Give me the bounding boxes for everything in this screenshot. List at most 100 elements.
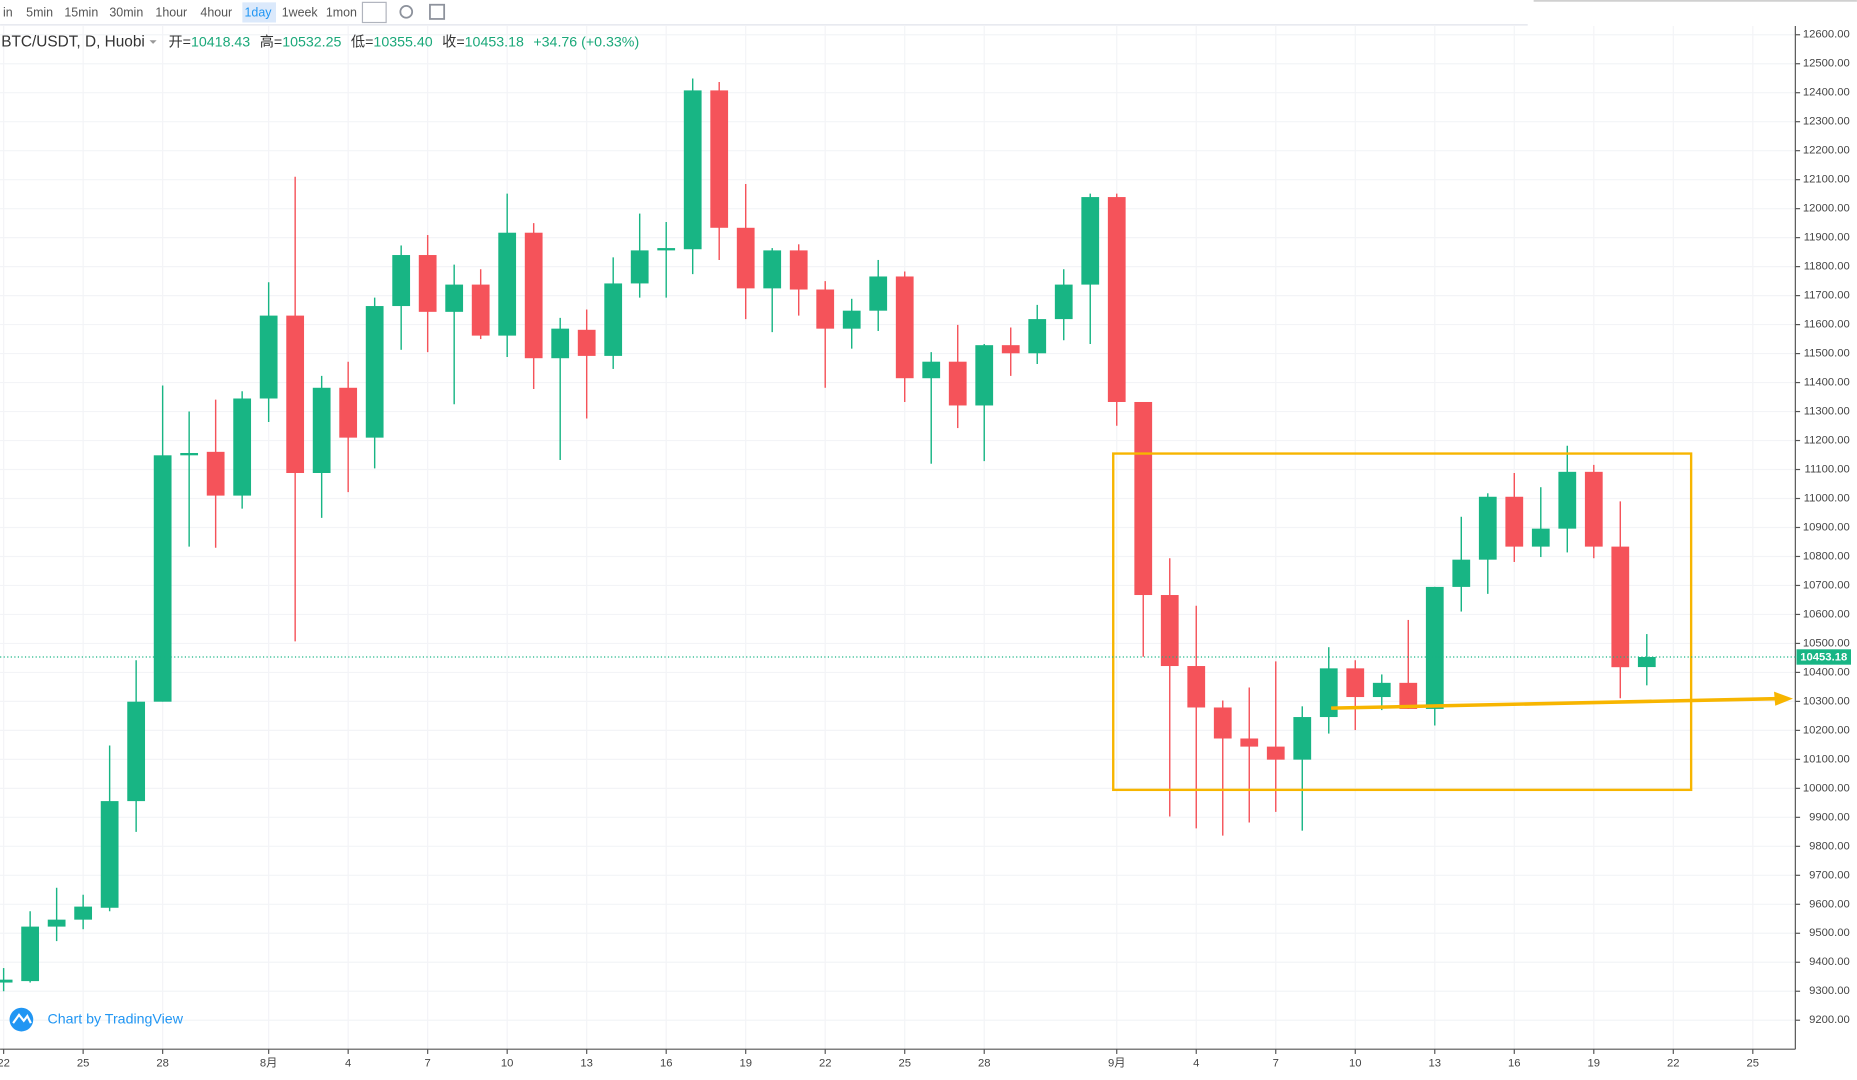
body — [604, 283, 623, 356]
symbol: BTC/USDT, D, Huobi — [1, 34, 145, 51]
y-tick-label: 9300.00 — [1809, 985, 1850, 997]
y-tick-label: 11300.00 — [1804, 406, 1850, 418]
toolbar-item[interactable]: 4hour — [200, 5, 232, 19]
x-tick-label: 25 — [1747, 1057, 1760, 1069]
x-tick-label: 9月 — [1108, 1057, 1126, 1069]
y-tick-label: 10400.00 — [1803, 666, 1850, 678]
body — [922, 361, 941, 379]
tv-logo-mark — [12, 1013, 32, 1024]
y-tick-label: 11400.00 — [1804, 377, 1850, 389]
y-tick-label: 11100.00 — [1805, 463, 1850, 475]
body — [153, 455, 172, 702]
body — [816, 289, 835, 329]
y-tick-label: 9200.00 — [1809, 1014, 1850, 1026]
body — [365, 306, 384, 438]
snapshot-button[interactable] — [429, 3, 446, 20]
y-tick-label: 10200.00 — [1803, 724, 1850, 736]
y-tick-label: 10000.00 — [1803, 782, 1850, 794]
body — [1505, 496, 1524, 547]
body — [339, 387, 358, 438]
body — [657, 248, 676, 251]
toolbar-item[interactable]: 15min — [64, 5, 98, 19]
trend-arrow — [1331, 696, 1777, 710]
tv-logo — [9, 1007, 34, 1032]
watermark: Chart by TradingView — [47, 1011, 183, 1027]
body — [789, 250, 808, 290]
body — [180, 452, 199, 456]
body — [1611, 546, 1630, 668]
x-tick-label: 19 — [1588, 1057, 1601, 1069]
candles — [0, 78, 1656, 992]
body — [286, 315, 305, 473]
body — [683, 90, 702, 250]
body — [1107, 197, 1126, 402]
y-tick-label: 12400.00 — [1803, 87, 1850, 99]
x-tick-label: 4 — [1193, 1057, 1199, 1069]
y-tick-label: 9700.00 — [1809, 869, 1850, 881]
ohlc-value: 10355.40 — [373, 34, 432, 50]
price-tag — [1796, 649, 1851, 665]
body — [1531, 528, 1550, 547]
y-tick-label: 11000.00 — [1804, 492, 1850, 504]
ohlc-label: 高= — [260, 33, 283, 50]
toolbar-item[interactable]: 1day — [245, 5, 273, 19]
body — [1425, 586, 1444, 709]
body — [471, 284, 490, 336]
settings-button[interactable] — [399, 5, 414, 19]
ohlc-label: 开= — [168, 34, 191, 50]
x-tick-label: 10 — [1349, 1057, 1362, 1069]
y-tick-label: 9600.00 — [1809, 898, 1850, 910]
x-tick-label: 16 — [660, 1057, 673, 1069]
x-tick-label: 13 — [580, 1057, 593, 1069]
ohlc-value: 10532.25 — [282, 34, 341, 50]
body — [895, 276, 914, 379]
ohlc-label: 收= — [442, 33, 465, 50]
y-tick-label: 11600.00 — [1804, 319, 1850, 331]
toolbar-item[interactable]: 30min — [109, 5, 143, 19]
body — [1637, 656, 1656, 668]
change: +34.76 (+0.33%) — [533, 34, 639, 50]
y-tick-label: 12600.00 — [1803, 29, 1850, 41]
y-tick-label: 12500.00 — [1803, 58, 1850, 70]
y-tick-label: 9800.00 — [1809, 840, 1850, 852]
body — [948, 361, 967, 406]
body — [233, 398, 252, 496]
y-tick-label: 11800.00 — [1804, 261, 1850, 273]
x-tick-label: 7 — [1273, 1057, 1279, 1069]
body — [1187, 666, 1206, 708]
body — [975, 345, 994, 406]
toolbar-item[interactable]: 1mon — [326, 5, 357, 19]
body — [1478, 496, 1497, 560]
symbol-dropdown[interactable] — [149, 40, 157, 44]
y-tick-label: 11200.00 — [1804, 435, 1850, 447]
x-tick-label: 28 — [156, 1057, 169, 1069]
toolbar-item[interactable]: 1hour — [155, 5, 187, 19]
toolbar-item[interactable]: 1week — [282, 5, 319, 19]
y-tick-label: 10700.00 — [1803, 579, 1850, 591]
y-tick-label: 11500.00 — [1804, 348, 1850, 360]
body — [842, 310, 861, 329]
body — [0, 979, 13, 983]
body — [1452, 559, 1471, 587]
body — [1346, 668, 1365, 698]
body — [1160, 595, 1179, 667]
body — [551, 328, 570, 359]
body — [577, 329, 596, 356]
y-tick-label: 12100.00 — [1803, 174, 1850, 186]
body — [21, 926, 40, 982]
toolbar-item[interactable]: in — [3, 5, 13, 19]
y-tick-label: 10100.00 — [1803, 753, 1850, 765]
y-tick-label: 9400.00 — [1809, 956, 1850, 968]
toolbar-item[interactable]: 5min — [26, 5, 53, 19]
range-box — [1112, 452, 1693, 792]
x-tick-label: 19 — [739, 1057, 752, 1069]
body — [445, 284, 464, 312]
body — [1081, 197, 1100, 285]
indicator-button[interactable] — [361, 1, 387, 24]
x-tick-label: 13 — [1429, 1057, 1442, 1069]
y-tick-label: 10600.00 — [1803, 608, 1850, 620]
body — [1054, 284, 1073, 320]
ohlc-value: 10418.43 — [191, 34, 250, 50]
body — [630, 250, 649, 284]
